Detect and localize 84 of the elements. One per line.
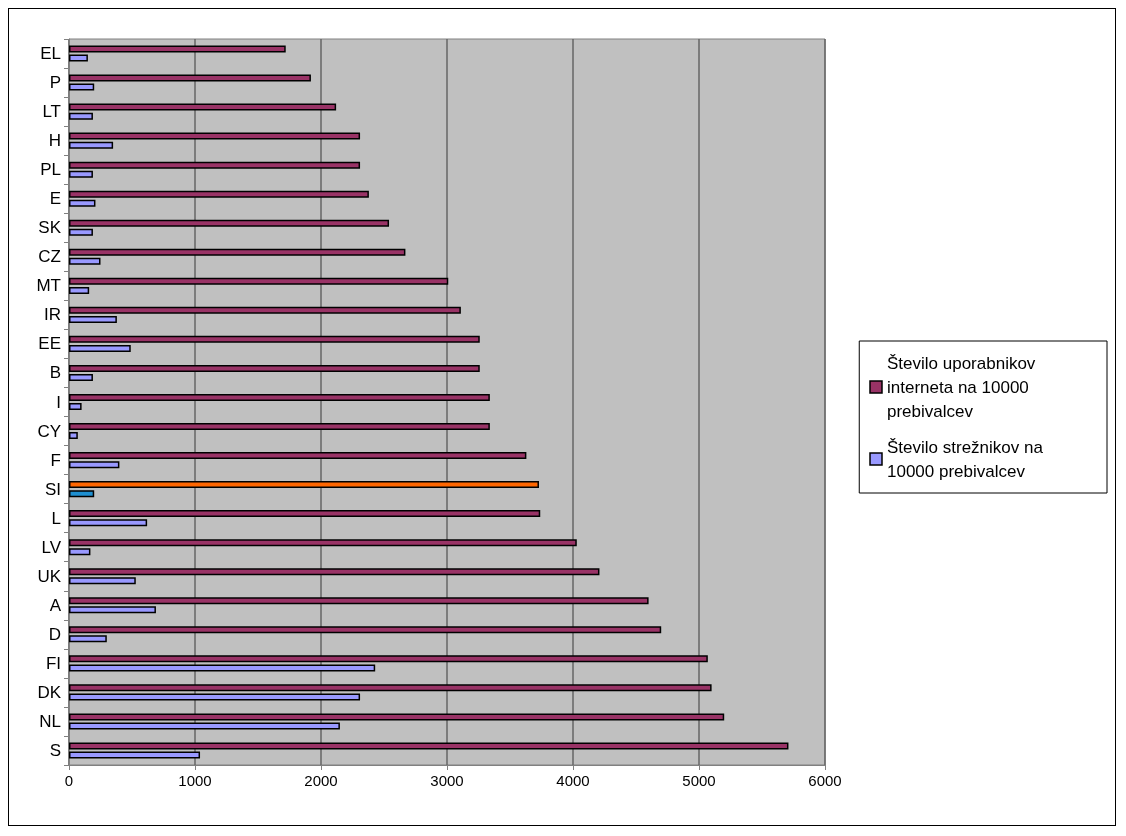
bar xyxy=(69,45,286,53)
bar xyxy=(69,606,156,614)
bar xyxy=(69,161,361,169)
bar xyxy=(69,74,311,82)
bar xyxy=(69,219,390,227)
bar xyxy=(69,190,369,198)
bar xyxy=(69,335,480,343)
bar xyxy=(69,481,539,489)
bar xyxy=(69,722,340,730)
y-tick-label: A xyxy=(49,595,62,615)
y-tick-label: CY xyxy=(37,421,61,441)
x-tick-label: 4000 xyxy=(556,772,590,789)
y-tick-label: NL xyxy=(39,711,61,731)
y-tick-label: IR xyxy=(44,305,61,325)
x-tick-label: 3000 xyxy=(430,772,464,789)
bar xyxy=(69,132,361,140)
bar xyxy=(69,597,649,605)
bar xyxy=(69,568,600,576)
y-tick-label: P xyxy=(49,73,61,93)
x-tick-label: 5000 xyxy=(682,772,716,789)
bar xyxy=(69,693,361,701)
bar xyxy=(69,635,107,643)
y-tick-label: B xyxy=(49,363,61,383)
bar xyxy=(69,626,662,634)
bar xyxy=(69,519,148,527)
bar xyxy=(69,490,95,498)
y-tick-label: PL xyxy=(40,160,61,180)
x-tick-label: 1000 xyxy=(178,772,212,789)
bar xyxy=(69,664,376,672)
bar xyxy=(69,112,93,120)
y-tick-label: D xyxy=(48,624,61,644)
bar xyxy=(69,364,480,372)
bar xyxy=(69,103,337,111)
y-tick-label: I xyxy=(56,392,61,412)
bar xyxy=(69,286,90,294)
bar xyxy=(69,432,78,440)
y-tick-label: FI xyxy=(45,653,61,673)
bar xyxy=(69,54,88,62)
bar xyxy=(69,742,789,750)
bar xyxy=(69,393,490,401)
bar xyxy=(69,577,136,585)
bar xyxy=(69,248,406,256)
y-tick-label: UK xyxy=(37,566,62,586)
y-tick-label: CZ xyxy=(38,247,61,267)
bar xyxy=(69,257,101,265)
bar xyxy=(69,228,93,236)
y-tick-label: DK xyxy=(37,682,62,702)
bar xyxy=(69,83,95,91)
y-tick-label: MT xyxy=(36,276,61,296)
bar xyxy=(69,170,93,178)
bar xyxy=(69,548,91,556)
y-tick-label: LT xyxy=(42,102,61,122)
bar xyxy=(69,403,82,411)
bar xyxy=(69,713,725,721)
legend-label: Število strežnikov na 10000 prebivalcev xyxy=(887,437,1048,481)
bar xyxy=(69,344,131,352)
y-tick-label: LV xyxy=(41,537,62,557)
x-tick-label: 0 xyxy=(64,772,74,789)
x-tick-label: 6000 xyxy=(808,772,842,789)
y-tick-label: E xyxy=(49,189,61,209)
bar xyxy=(69,539,577,547)
bar xyxy=(69,141,114,149)
bar xyxy=(69,374,93,382)
bar xyxy=(69,461,120,469)
y-tick-label: S xyxy=(49,740,61,760)
y-tick-label: H xyxy=(48,131,61,151)
bar xyxy=(69,277,449,285)
y-tick-label: EL xyxy=(40,44,61,64)
bar xyxy=(69,315,117,323)
bar xyxy=(69,422,490,430)
y-tick-label: SI xyxy=(44,479,61,499)
y-tick-label: L xyxy=(51,508,61,528)
bar xyxy=(69,306,461,314)
y-tick-label: SK xyxy=(38,218,62,238)
bar xyxy=(69,452,527,460)
y-tick-label: F xyxy=(50,450,61,470)
bar xyxy=(69,510,541,518)
bar xyxy=(69,655,708,663)
y-tick-label: EE xyxy=(38,334,61,354)
legend-label: Število uporabnikov interneta na 10000 prebivalcev xyxy=(887,353,1041,421)
x-tick-label: 2000 xyxy=(304,772,338,789)
bar xyxy=(69,751,201,759)
bar xyxy=(69,684,712,692)
bar xyxy=(69,199,96,207)
